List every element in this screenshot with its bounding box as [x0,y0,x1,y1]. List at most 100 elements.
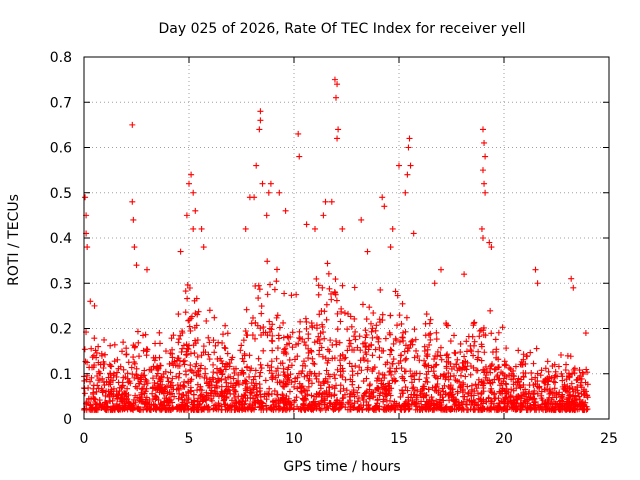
data-point [352,328,359,335]
data-point [356,333,363,340]
data-point [452,350,459,357]
data-point [297,318,304,325]
data-point [339,282,346,289]
data-point [279,383,286,390]
data-point [478,357,485,364]
data-point [101,382,108,389]
data-point [346,337,353,344]
y-axis-label: ROTI / TECUs [6,194,22,286]
data-point [157,362,164,369]
data-point [565,373,572,380]
data-point [416,376,423,383]
data-point [259,180,266,187]
data-point [394,292,401,299]
data-point [332,375,339,382]
data-point [188,171,195,178]
y-tick-label: 0.8 [50,50,72,66]
data-point [311,361,318,368]
data-point [109,406,116,413]
x-tick-label: 5 [185,431,194,447]
data-point [291,383,298,390]
data-point [508,386,515,393]
data-point [257,325,264,332]
data-point [397,357,404,364]
data-point [502,395,509,402]
data-point [364,358,371,365]
data-point [242,225,249,232]
data-point [106,361,113,368]
data-point [314,338,321,345]
data-point [244,405,251,412]
data-point [493,346,500,353]
data-point [382,335,389,342]
data-point [264,390,271,397]
data-point [208,387,215,394]
data-point [255,295,262,302]
data-point [515,378,522,385]
data-point [133,365,140,372]
data-point [100,379,107,386]
data-point [558,351,564,358]
data-point [238,342,245,349]
data-point [252,373,259,380]
data-point [370,393,377,400]
data-point [190,225,197,232]
data-point [427,316,434,323]
data-point [426,396,433,403]
data-point [350,404,357,411]
data-point [212,342,219,349]
data-point [445,376,452,383]
data-point [527,394,534,401]
data-point [460,398,467,405]
data-point [215,375,222,382]
data-point [439,385,446,392]
data-point [183,351,190,358]
data-point [153,406,160,413]
data-point [411,387,418,394]
data-point [401,406,408,413]
data-point [312,373,319,380]
data-point [405,394,412,401]
data-point [347,403,354,410]
data-point [348,363,355,370]
data-point [490,403,497,410]
data-point [260,324,267,331]
data-point [194,337,201,344]
data-point [275,335,282,342]
data-point [267,281,274,288]
data-point [216,403,223,410]
data-point [187,350,194,357]
data-point [454,356,461,363]
data-point [508,376,515,383]
data-point [453,361,460,368]
data-point [441,371,448,378]
data-point [392,377,399,384]
data-point [318,344,325,351]
data-point [377,390,384,397]
data-point [262,377,269,384]
data-point [374,386,381,393]
data-point [90,389,97,396]
data-point [135,380,142,387]
data-point [130,396,137,403]
data-point [375,338,382,345]
data-point [338,305,345,312]
data-point [370,365,377,372]
data-point [263,406,270,413]
data-point [434,348,441,355]
data-point [323,316,330,323]
data-point [491,395,498,402]
data-point [102,392,109,399]
data-point [144,266,150,273]
data-point [123,345,130,352]
data-point [437,344,444,351]
data-point [502,380,509,387]
data-point [373,322,380,329]
data-point [281,290,288,297]
data-point [570,405,577,412]
data-point [115,365,122,372]
data-point [522,360,529,367]
data-point [305,335,312,342]
data-point [269,399,276,406]
data-point [205,334,212,341]
